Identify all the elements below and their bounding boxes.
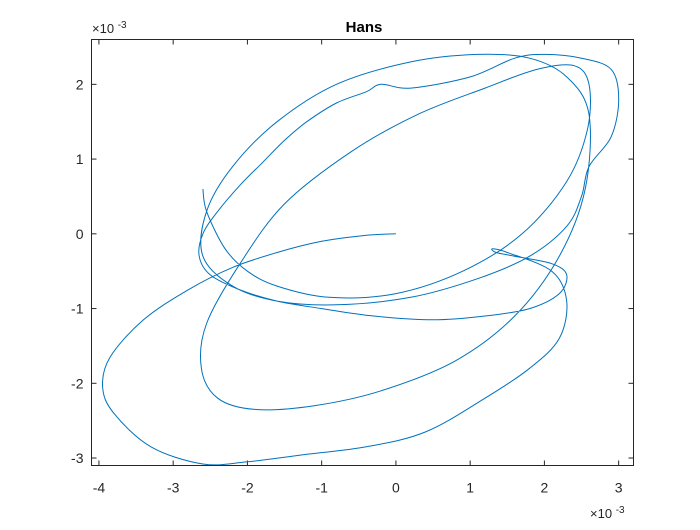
series-layer: [101, 53, 620, 466]
axis-ticks: -4 -3 -2 -1 0 1 2 3 -3 -2 -1 0 1 2: [71, 39, 634, 496]
x-tick-label: -3: [167, 480, 180, 496]
y-tick-label: 2: [76, 76, 84, 92]
y-tick-label: -3: [71, 450, 84, 466]
x-tick-label: 3: [615, 480, 623, 496]
x-exponent-label: ×10 -3: [590, 505, 625, 521]
x-tick-label: -1: [315, 480, 328, 496]
x-exponent-multiplier: ×10: [590, 506, 612, 521]
x-exponent-power: -3: [616, 505, 625, 516]
x-tick-label: 2: [541, 480, 549, 496]
x-tick-label: 0: [392, 480, 400, 496]
x-tick-label: 1: [466, 480, 474, 496]
y-exponent-label: ×10 -3: [92, 20, 127, 36]
x-tick-label: -4: [93, 480, 106, 496]
y-tick-label: -2: [71, 375, 84, 391]
y-tick-label: 0: [76, 226, 84, 242]
x-tick-label: -2: [241, 480, 254, 496]
series-line: [101, 53, 620, 466]
y-exponent-power: -3: [118, 20, 127, 31]
chart-title: Hans: [346, 19, 383, 36]
axes-box: [91, 39, 634, 466]
y-tick-label: -1: [71, 301, 84, 317]
y-exponent-multiplier: ×10: [92, 21, 114, 36]
y-tick-label: 1: [76, 151, 84, 167]
